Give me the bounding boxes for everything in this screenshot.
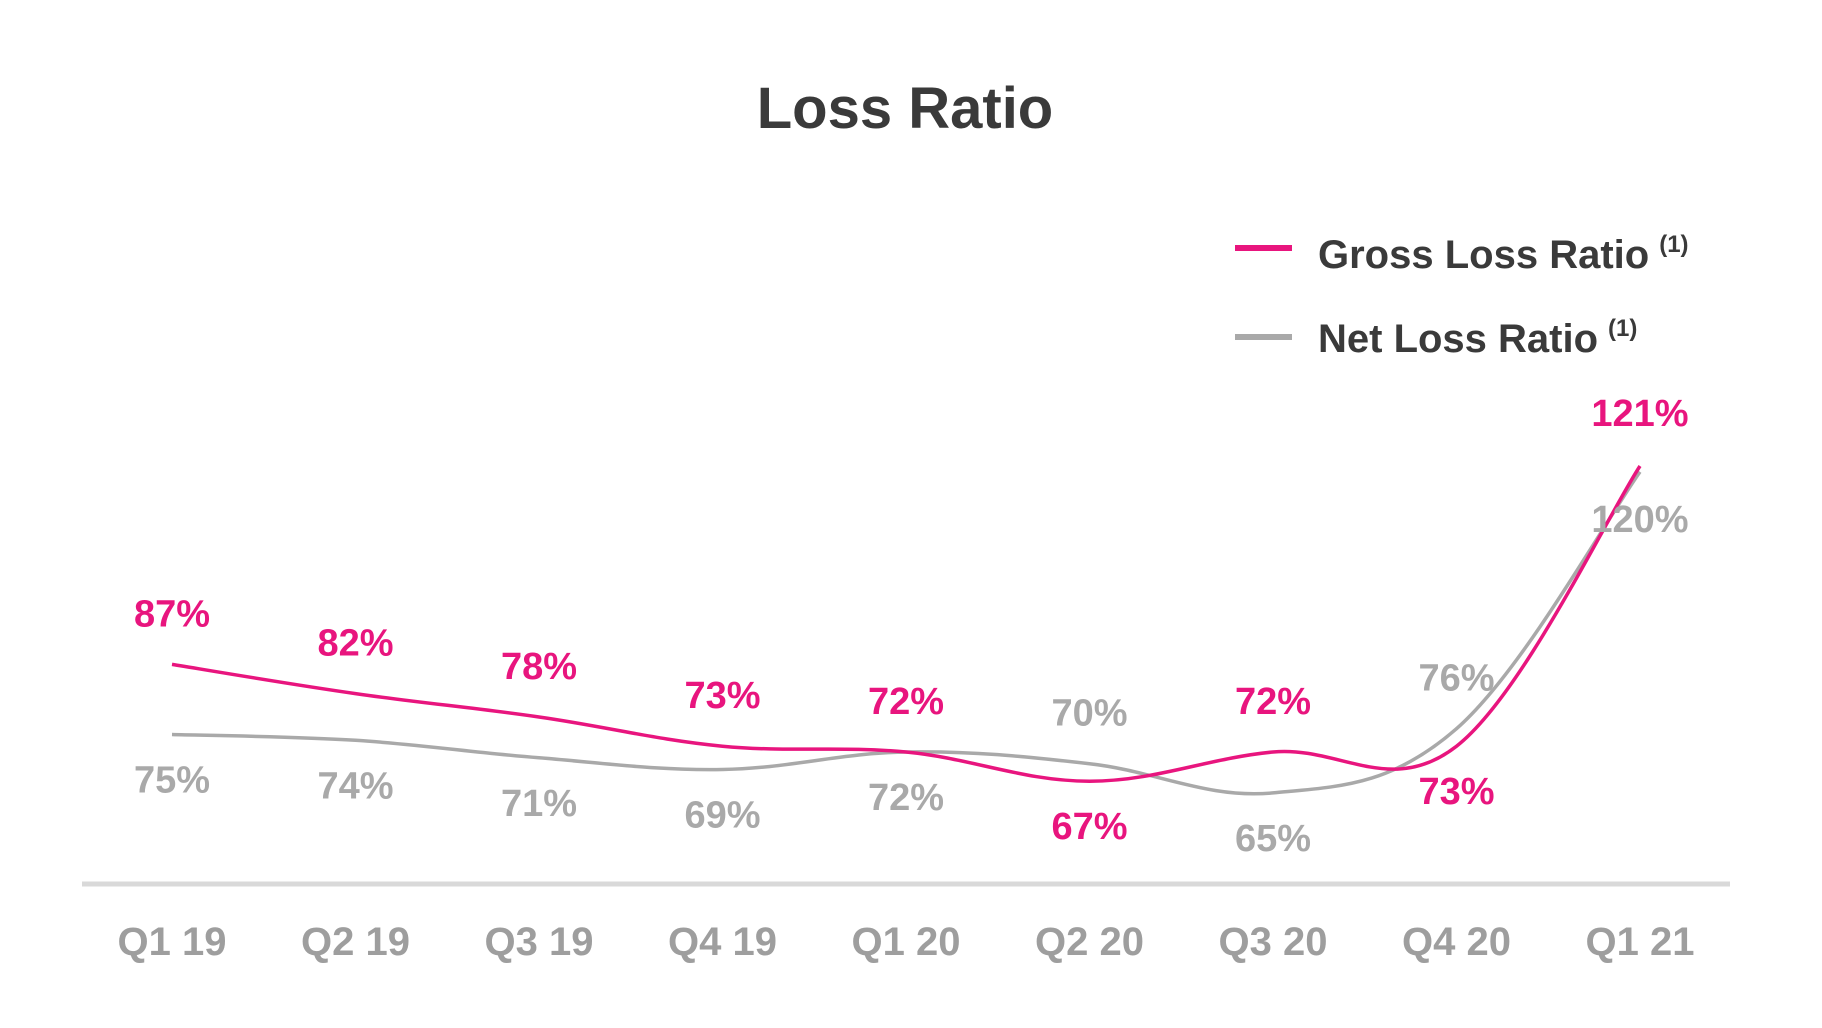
net-data-label: 72% <box>868 777 944 819</box>
net-data-label: 70% <box>1051 693 1127 735</box>
x-tick-label: Q4 19 <box>668 920 777 964</box>
gross-data-label: 72% <box>1235 681 1311 723</box>
x-tick-label: Q1 19 <box>118 920 227 964</box>
gross-data-label: 72% <box>868 681 944 723</box>
gross-data-label: 87% <box>134 593 210 635</box>
x-tick-label: Q2 19 <box>301 920 410 964</box>
net-data-label: 69% <box>684 795 760 837</box>
net-data-label: 71% <box>501 783 577 825</box>
x-tick-label: Q3 19 <box>485 920 594 964</box>
x-tick-labels: Q1 19 Q2 19 Q3 19 Q4 19 Q1 20 Q2 20 Q3 20 Q4 20… <box>118 920 1695 964</box>
x-tick-label: Q4 20 <box>1402 920 1511 964</box>
net-data-label: 76% <box>1418 658 1494 700</box>
legend-label-net: Net Loss Ratio (1) <box>1318 315 1637 361</box>
x-tick-label: Q2 20 <box>1035 920 1144 964</box>
gross-loss-ratio-line <box>171 465 1642 783</box>
legend-item-net: Net Loss Ratio (1) <box>1235 315 1637 361</box>
legend-label-gross: Gross Loss Ratio (1) <box>1318 231 1689 277</box>
legend-footnote-gross: (1) <box>1659 231 1688 258</box>
net-loss-ratio-line <box>171 470 1642 796</box>
gross-data-label: 82% <box>317 623 393 665</box>
gross-data-label: 78% <box>501 646 577 688</box>
net-data-label: 74% <box>317 765 393 807</box>
x-tick-label: Q3 20 <box>1219 920 1328 964</box>
series-layer <box>171 465 1642 796</box>
net-data-label: 65% <box>1235 818 1311 860</box>
data-label-layer: 87% 82% 78% 73% 72% 67% 72% 73% 121% 75% 74% 71% 69%… <box>134 393 1689 860</box>
gross-data-label: 73% <box>684 675 760 717</box>
x-tick-label: Q1 21 <box>1586 920 1695 964</box>
legend-footnote-net: (1) <box>1608 315 1637 342</box>
net-data-label: 120% <box>1591 499 1688 541</box>
gross-data-label: 67% <box>1051 806 1127 848</box>
legend-item-gross: Gross Loss Ratio (1) <box>1235 231 1689 277</box>
gross-data-label: 121% <box>1591 393 1688 435</box>
chart-title: Loss Ratio <box>757 76 1054 141</box>
net-data-label: 75% <box>134 759 210 801</box>
x-tick-label: Q1 20 <box>852 920 961 964</box>
legend: Gross Loss Ratio (1) Net Loss Ratio (1) <box>1235 231 1689 361</box>
gross-data-label: 73% <box>1418 771 1494 813</box>
